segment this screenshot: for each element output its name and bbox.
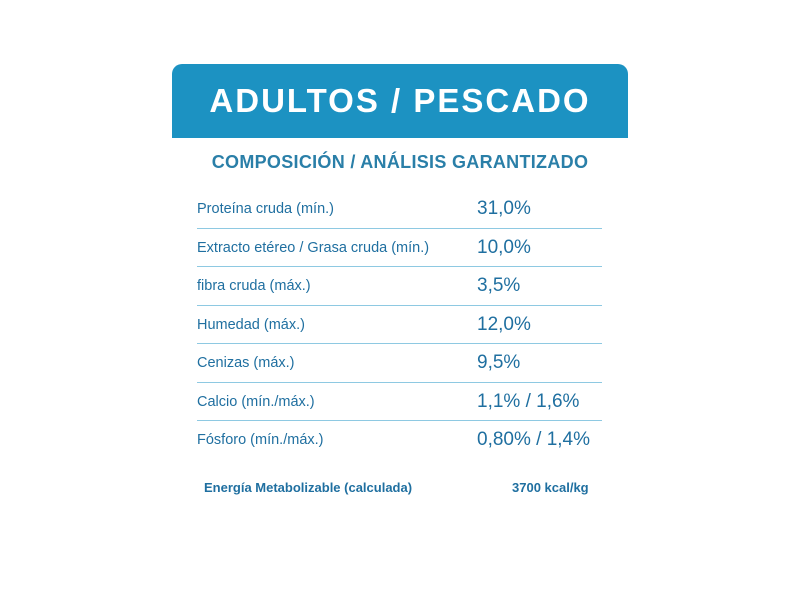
row-label: Humedad (máx.): [197, 316, 305, 333]
row-value: 0,80% / 1,4%: [477, 429, 591, 450]
row-label: Extracto etéreo / Grasa cruda (mín.): [197, 239, 430, 256]
row-label: fibra cruda (máx.): [197, 278, 311, 294]
table-row: Extracto etéreo / Grasa cruda (mín.) 10,…: [197, 229, 602, 267]
section-subtitle: COMPOSICIÓN / ANÁLISIS GARANTIZADO: [211, 152, 589, 172]
row-value: 9,5%: [477, 352, 521, 373]
table-row: Proteína cruda (mín.) 31,0%: [197, 190, 602, 229]
table-row: Fósforo (mín./máx.) 0,80% / 1,4%: [197, 421, 602, 459]
row-value: 1,1% / 1,6%: [477, 390, 580, 412]
table-row: Humedad (máx.) 12,0%: [197, 306, 602, 344]
energy-value: 3700 kcal/kg: [512, 480, 589, 495]
energy-label: Energía Metabolizable (calculada): [204, 480, 413, 495]
table-row: fibra cruda (máx.) 3,5%: [197, 267, 602, 306]
header-bar: ADULTOS / PESCADO: [172, 64, 628, 138]
row-label: Cenizas (máx.): [197, 355, 295, 371]
analysis-table: Proteína cruda (mín.) 31,0% Extracto eté…: [197, 190, 602, 459]
page-title: ADULTOS / PESCADO: [209, 82, 591, 119]
row-label: Fósforo (mín./máx.): [197, 432, 324, 448]
row-label: Proteína cruda (mín.): [197, 201, 334, 217]
row-value: 31,0%: [477, 198, 531, 219]
row-label: Calcio (mín./máx.): [197, 393, 315, 410]
row-value: 3,5%: [477, 275, 521, 296]
row-value: 10,0%: [477, 236, 531, 258]
table-row: Cenizas (máx.) 9,5%: [197, 344, 602, 383]
table-row: Calcio (mín./máx.) 1,1% / 1,6%: [197, 383, 602, 421]
row-value: 12,0%: [477, 313, 531, 335]
